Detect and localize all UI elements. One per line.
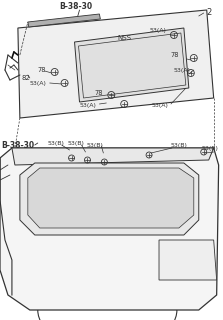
Polygon shape bbox=[28, 168, 194, 228]
Text: 53(B): 53(B) bbox=[171, 142, 188, 148]
Text: 53(B): 53(B) bbox=[68, 140, 85, 146]
Text: B-38-30: B-38-30 bbox=[60, 2, 93, 11]
Text: 53(A): 53(A) bbox=[174, 68, 191, 73]
Text: 53(B): 53(B) bbox=[48, 140, 65, 146]
Polygon shape bbox=[74, 28, 189, 102]
Text: 78: 78 bbox=[94, 90, 103, 96]
Text: 53(A): 53(A) bbox=[30, 81, 47, 85]
Text: B-38-30: B-38-30 bbox=[1, 140, 34, 149]
Polygon shape bbox=[12, 148, 214, 165]
Polygon shape bbox=[159, 240, 217, 280]
Text: 2: 2 bbox=[207, 7, 212, 17]
Polygon shape bbox=[0, 148, 219, 310]
Text: 78: 78 bbox=[38, 67, 46, 73]
Polygon shape bbox=[28, 14, 100, 27]
Text: 82: 82 bbox=[22, 75, 31, 81]
Text: 53(A): 53(A) bbox=[151, 102, 168, 108]
Polygon shape bbox=[20, 163, 199, 235]
Text: 78: 78 bbox=[171, 52, 180, 58]
Text: 53(A): 53(A) bbox=[149, 28, 166, 33]
Text: 53(A): 53(A) bbox=[80, 102, 96, 108]
Polygon shape bbox=[18, 10, 214, 118]
Text: 53(B): 53(B) bbox=[87, 142, 103, 148]
Text: 53(B): 53(B) bbox=[202, 146, 219, 150]
Text: NSS: NSS bbox=[117, 35, 131, 41]
